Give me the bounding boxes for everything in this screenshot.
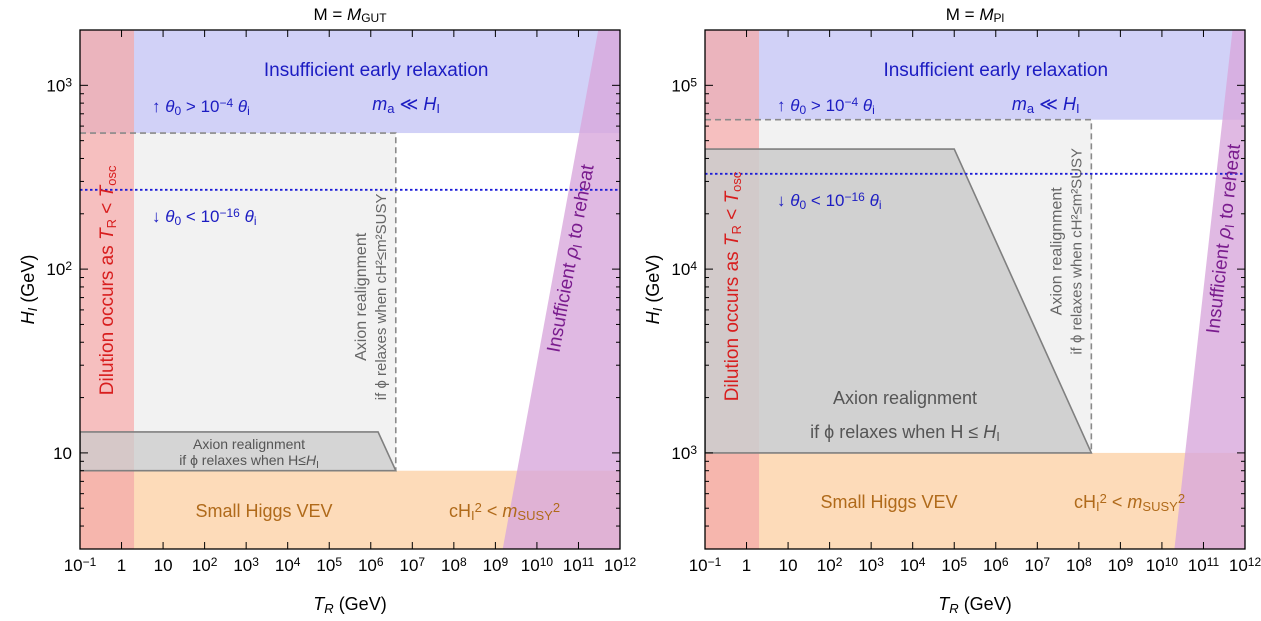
higgs-label: Small Higgs VEV	[821, 492, 958, 512]
x-tick-label: 109	[1108, 555, 1134, 575]
panel-1: Insufficient early relaxation ma​ ≪ HI​ ↑ …	[18, 5, 636, 616]
x-tick-label: 1010	[521, 555, 554, 575]
x-tick-label: 108	[1066, 555, 1092, 575]
chart-title: M = MGUT	[313, 5, 387, 25]
relaxation-region	[705, 30, 1245, 120]
theta-up-label: ↑ θ0​ > 10−4​ θi​	[777, 95, 875, 117]
x-axis: 10−1 1 10 102 103 104 105 106 107 108 109 1010 1011 1…	[64, 30, 637, 575]
y-tick-label: 103	[671, 443, 697, 463]
realignment-label: Axion realignment	[193, 436, 305, 452]
theta-down-label: ↓ θ0​ < 10−16​ θi​	[777, 190, 881, 212]
theta-up-label: ↑ θ0​ > 10−4​ θi​	[152, 96, 250, 118]
y-axis-label: HI​ (GeV)	[643, 255, 665, 325]
x-tick-label: 108	[441, 555, 467, 575]
x-tick-label: 1	[742, 556, 751, 575]
x-tick-label: 105	[941, 555, 967, 575]
y-tick-label: 103	[46, 75, 72, 95]
y-axis: 10 102 103	[46, 29, 620, 550]
realignment-region	[705, 148, 1093, 454]
x-tick-label: 10	[779, 556, 798, 575]
theta-down-label: ↓ θ0​ < 10−16​ θi​	[152, 206, 256, 228]
relaxation-condition: ma​ ≪ HI​	[1012, 94, 1080, 116]
x-axis-label: TR​ (GeV)	[938, 594, 1011, 616]
x-axis-label: TR​ (GeV)	[313, 594, 386, 616]
dashed-realignment-condition: if ϕ relaxes when cH²≤m²SUSY	[1068, 148, 1085, 355]
x-tick-label: 103	[858, 555, 884, 575]
x-axis: 10−1 1 10 102 103 104 105 106 107 108 109 1010 1011 1…	[689, 30, 1261, 575]
x-tick-label: 1	[117, 556, 126, 575]
plot-area	[80, 30, 620, 549]
y-axis: 103 104 105	[671, 29, 1245, 550]
x-tick-label: 1011	[563, 555, 595, 575]
realignment-label: Axion realignment	[833, 388, 977, 408]
higgs-condition: cHI​2​ < mSUSY​2​	[449, 500, 560, 523]
x-tick-label: 10	[154, 556, 173, 575]
reheat-region	[502, 30, 620, 549]
dilution-label: Dilution occurs as TR​ < Tosc​	[722, 171, 744, 401]
x-tick-label: 104	[275, 555, 301, 575]
x-tick-label: 104	[900, 555, 926, 575]
x-tick-label: 106	[358, 555, 384, 575]
dilution-label: Dilution occurs as TR​ < Tosc​	[97, 165, 119, 395]
chart-title: M = MPl	[946, 5, 1004, 25]
realignment-region	[80, 431, 398, 472]
y-tick-label: 10	[53, 444, 72, 463]
plot-frame	[79, 29, 621, 550]
y-tick-label: 102	[46, 259, 72, 279]
x-tick-label: 1012	[1229, 555, 1261, 575]
relaxation-label: Insufficient early relaxation	[883, 60, 1108, 81]
y-tick-label: 104	[671, 259, 697, 279]
reheat-region	[1174, 30, 1245, 549]
higgs-region	[705, 452, 1245, 549]
higgs-label: Small Higgs VEV	[196, 501, 333, 521]
x-tick-label: 1011	[1188, 555, 1220, 575]
panel-2: Insufficient early relaxation ma​ ≪ HI​ ↑ …	[643, 5, 1261, 616]
dashed-boundary	[80, 132, 397, 471]
x-tick-label: 109	[483, 555, 509, 575]
x-tick-label: 102	[192, 555, 218, 575]
x-tick-label: 102	[817, 555, 843, 575]
realignment-condition: if ϕ relaxes when H≤HI​	[179, 452, 319, 471]
relaxation-condition: ma​ ≪ HI​	[372, 94, 440, 116]
x-tick-label: 10−1	[689, 555, 722, 575]
x-tick-label: 107	[400, 555, 426, 575]
realignment-condition: if ϕ relaxes when H ≤ HI​	[810, 422, 1000, 444]
x-tick-label: 106	[983, 555, 1009, 575]
dashed-realignment-condition: if ϕ relaxes when cH²≤m²SUSY	[373, 194, 390, 401]
relaxation-label: Insufficient early relaxation	[264, 60, 489, 81]
x-tick-label: 10−1	[64, 555, 97, 575]
y-tick-label: 105	[671, 75, 697, 95]
x-tick-label: 1010	[1146, 555, 1179, 575]
y-axis-label: HI​ (GeV)	[18, 255, 40, 325]
dashed-realignment-label: Axion realignment	[1048, 187, 1065, 316]
higgs-condition: cHI​2​ < mSUSY​2​	[1074, 491, 1185, 514]
dashed-realignment-label: Axion realignment	[353, 232, 370, 361]
x-tick-label: 103	[233, 555, 259, 575]
x-tick-label: 1012	[604, 555, 637, 575]
x-tick-label: 105	[316, 555, 342, 575]
plot-area	[705, 30, 1245, 549]
relaxation-region	[80, 30, 620, 134]
x-tick-label: 107	[1025, 555, 1051, 575]
plot-frame	[704, 29, 1246, 550]
